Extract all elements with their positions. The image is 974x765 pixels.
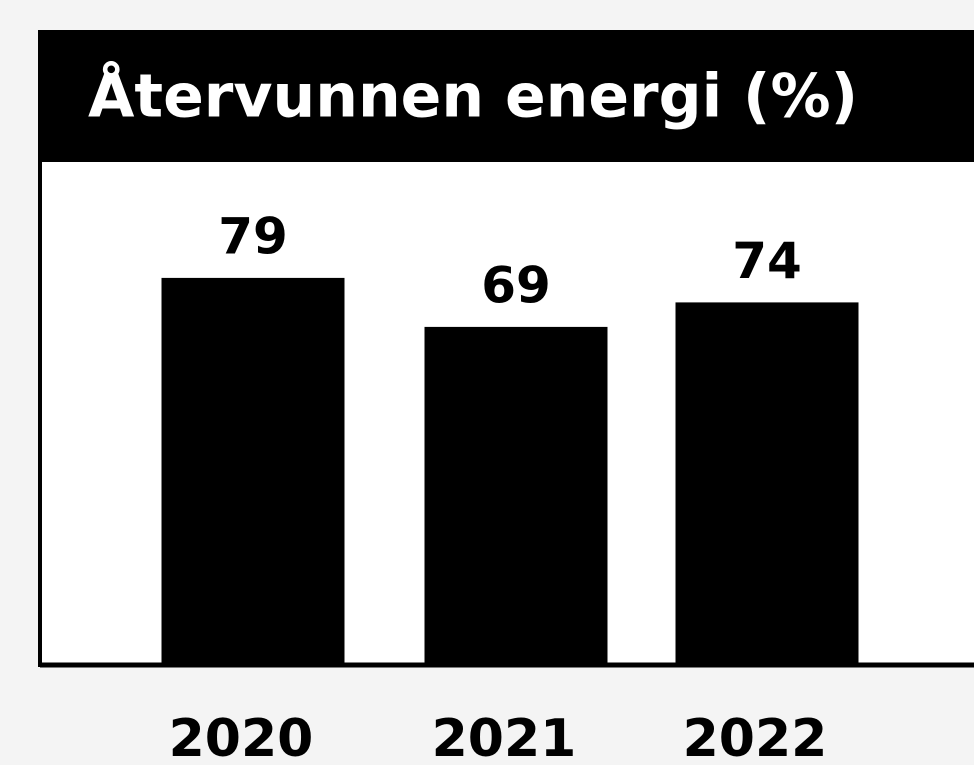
bar bbox=[675, 302, 859, 665]
x-tick-label: 2020 bbox=[169, 709, 314, 765]
x-tick-label: 2022 bbox=[683, 709, 828, 765]
bar bbox=[424, 326, 608, 665]
value-label: 69 bbox=[481, 256, 551, 314]
bar bbox=[161, 277, 345, 665]
value-label: 79 bbox=[218, 207, 288, 265]
value-label: 74 bbox=[732, 232, 802, 290]
x-tick-label: 2021 bbox=[432, 709, 577, 765]
title-band bbox=[40, 30, 974, 162]
chart-title: Återvunnen energi (%) bbox=[88, 61, 858, 132]
